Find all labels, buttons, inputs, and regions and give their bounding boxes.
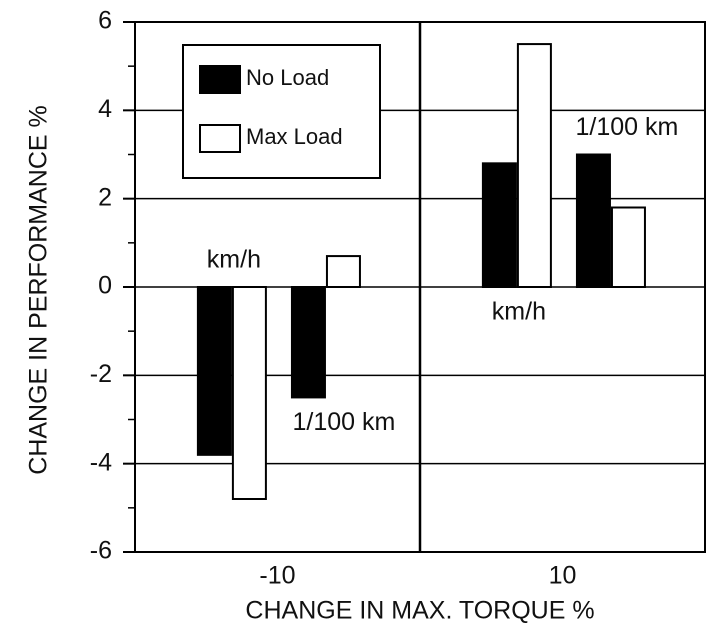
bar xyxy=(516,43,552,289)
y-tick-label: 0 xyxy=(98,272,112,300)
y-tick-label: -4 xyxy=(90,448,112,476)
bar xyxy=(610,206,646,288)
bar-group-label: 1/100 km xyxy=(293,408,396,436)
bar-group-label: km/h xyxy=(492,298,546,326)
legend-swatch xyxy=(199,65,241,94)
x-axis-title: CHANGE IN MAX. TORQUE % xyxy=(245,597,594,625)
x-tick-label: -10 xyxy=(259,562,295,590)
y-tick-label: -2 xyxy=(90,360,112,388)
legend-label: No Load xyxy=(246,65,329,90)
y-axis-title: CHANGE IN PERFORMANCE % xyxy=(25,105,53,474)
legend-swatch xyxy=(199,124,241,153)
y-tick-label: -6 xyxy=(90,537,112,565)
bar-group-label: 1/100 km xyxy=(576,113,679,141)
y-tick-label: 4 xyxy=(98,95,112,123)
bar xyxy=(196,286,232,456)
legend-label: Max Load xyxy=(246,124,343,149)
bar xyxy=(290,286,326,399)
bar xyxy=(575,153,611,288)
bar xyxy=(325,255,361,289)
legend-box xyxy=(182,44,381,179)
y-tick-label: 6 xyxy=(98,7,112,35)
y-tick-label: 2 xyxy=(98,183,112,211)
bar xyxy=(231,286,267,500)
bar xyxy=(481,162,517,288)
bar-group-label: km/h xyxy=(207,246,261,274)
x-tick-label: 10 xyxy=(549,562,577,590)
